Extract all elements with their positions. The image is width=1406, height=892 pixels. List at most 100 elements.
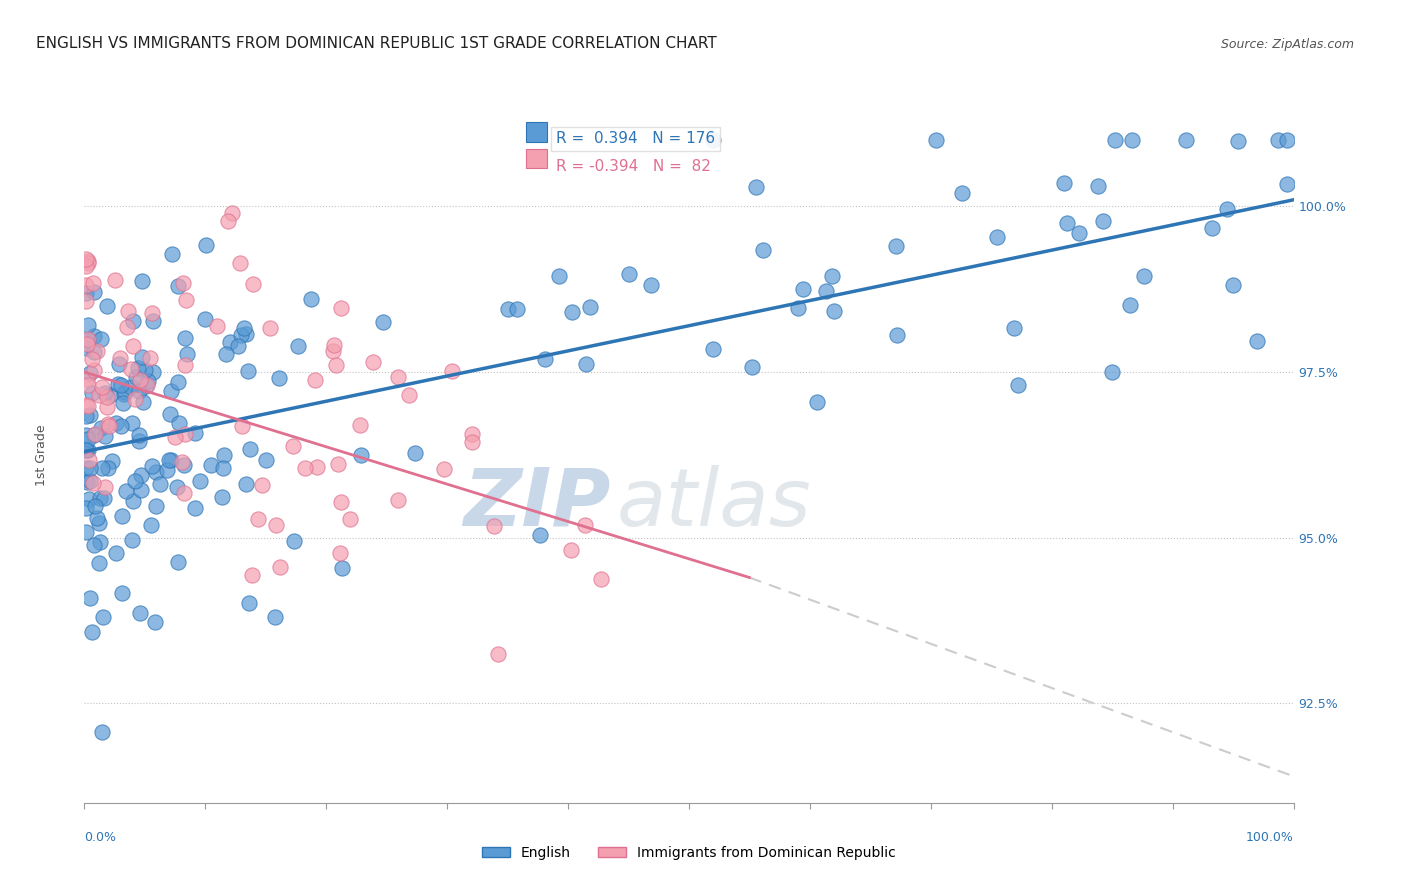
- Point: [792, 282, 814, 296]
- Point: [330, 495, 353, 509]
- Point: [136, 374, 159, 388]
- Point: [751, 243, 773, 257]
- Point: [194, 312, 217, 326]
- Point: [156, 463, 179, 477]
- Point: [82, 385, 104, 400]
- Point: [702, 342, 724, 356]
- Point: [91, 609, 114, 624]
- Point: [83, 428, 105, 442]
- Point: [235, 327, 257, 342]
- Point: [506, 302, 529, 317]
- Point: [122, 314, 145, 328]
- Point: [591, 572, 613, 586]
- Point: [121, 339, 143, 353]
- Point: [96, 401, 118, 415]
- Point: [167, 278, 190, 293]
- Point: [184, 501, 207, 516]
- Point: [93, 491, 115, 505]
- Point: [120, 361, 142, 376]
- Point: [121, 494, 143, 508]
- Point: [221, 205, 243, 219]
- Point: [94, 429, 117, 443]
- Point: [1053, 176, 1076, 190]
- Point: [87, 516, 110, 530]
- Point: [104, 416, 127, 430]
- Point: [159, 407, 181, 421]
- Point: [440, 364, 463, 378]
- Point: [1226, 134, 1249, 148]
- Point: [83, 345, 105, 359]
- Point: [80, 625, 103, 640]
- Point: [114, 483, 136, 498]
- Point: [1215, 202, 1237, 216]
- Point: [108, 351, 131, 366]
- Point: [111, 509, 134, 524]
- Point: [821, 269, 844, 284]
- Point: [131, 274, 153, 288]
- Point: [89, 491, 111, 506]
- Point: [299, 292, 322, 306]
- Point: [131, 350, 153, 364]
- Point: [233, 321, 256, 335]
- Point: [75, 285, 97, 300]
- Point: [561, 305, 583, 319]
- Point: [349, 418, 371, 433]
- Point: [235, 476, 257, 491]
- Point: [84, 500, 107, 514]
- Point: [94, 386, 117, 401]
- Point: [80, 352, 103, 367]
- Point: [167, 376, 190, 390]
- Point: [98, 388, 121, 402]
- Point: [205, 319, 228, 334]
- Point: [226, 339, 249, 353]
- Point: [240, 568, 263, 582]
- Point: [228, 256, 250, 270]
- Point: [339, 512, 361, 526]
- Point: [76, 475, 98, 489]
- Point: [387, 493, 409, 508]
- Point: [139, 351, 162, 365]
- Point: [217, 214, 239, 228]
- Point: [86, 344, 108, 359]
- Point: [264, 517, 287, 532]
- Point: [323, 337, 346, 351]
- Text: 100.0%: 100.0%: [1246, 830, 1294, 844]
- Point: [128, 434, 150, 449]
- Point: [75, 409, 97, 423]
- Point: [173, 331, 195, 345]
- Point: [129, 373, 152, 387]
- Point: [172, 276, 194, 290]
- Point: [103, 273, 125, 287]
- Point: [90, 724, 112, 739]
- Point: [1277, 133, 1299, 147]
- Point: [534, 351, 557, 366]
- Point: [121, 416, 143, 430]
- Point: [188, 474, 211, 488]
- Point: [214, 448, 236, 462]
- Point: [886, 327, 908, 342]
- Point: [330, 561, 353, 575]
- Point: [488, 647, 510, 661]
- Text: atlas: atlas: [616, 465, 811, 542]
- Point: [640, 278, 662, 293]
- Point: [1267, 133, 1289, 147]
- Point: [108, 358, 131, 372]
- Point: [350, 448, 373, 462]
- Point: [75, 278, 97, 293]
- Point: [111, 396, 134, 410]
- Point: [75, 252, 97, 266]
- Point: [574, 518, 596, 533]
- Point: [76, 377, 98, 392]
- Point: [143, 615, 166, 629]
- Point: [246, 512, 269, 526]
- Point: [547, 268, 569, 283]
- Point: [281, 439, 304, 453]
- Point: [76, 337, 98, 351]
- Point: [141, 365, 163, 379]
- Point: [89, 535, 111, 549]
- Point: [110, 377, 132, 392]
- Point: [173, 426, 195, 441]
- Point: [76, 254, 98, 268]
- Point: [254, 452, 277, 467]
- Point: [83, 363, 105, 377]
